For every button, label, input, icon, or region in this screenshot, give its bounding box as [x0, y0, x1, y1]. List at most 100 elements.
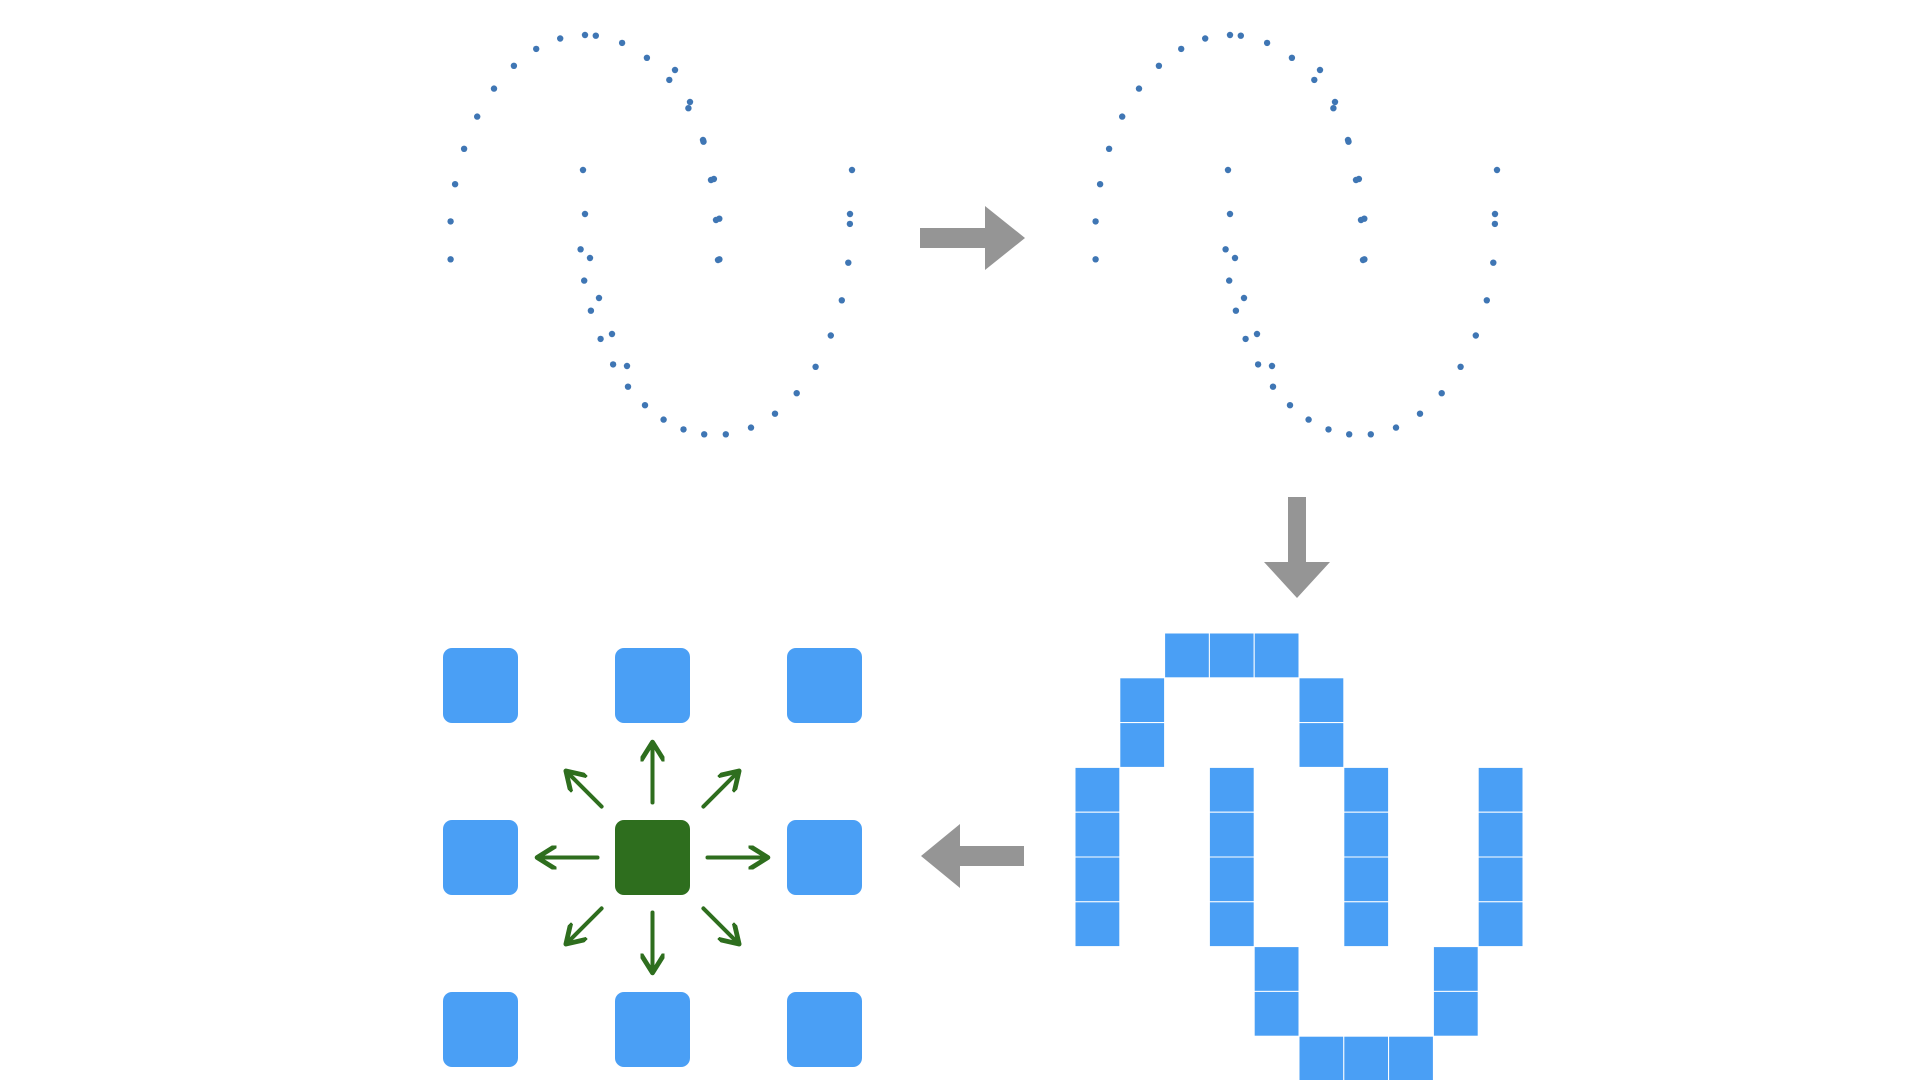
neighbor-cell [443, 648, 518, 723]
raster-pixel [1388, 1035, 1434, 1080]
raster-pixel [1343, 811, 1390, 858]
sample-dot [1491, 220, 1499, 228]
neighbor-cell [615, 648, 690, 723]
neighbor-cell [443, 992, 518, 1067]
sample-dot [1268, 362, 1276, 370]
sample-dot [846, 220, 854, 228]
sample-dot [1483, 297, 1491, 304]
sample-dot [641, 402, 649, 409]
sample-dot [1331, 98, 1339, 106]
neighborhood-panel [443, 648, 862, 1067]
sample-dot [592, 32, 599, 39]
raster-pixel [1477, 856, 1524, 903]
flow-arrow-down [1264, 497, 1330, 598]
arrow-left-shape [921, 824, 1024, 888]
sample-dot [447, 218, 454, 225]
sample-dot [827, 332, 834, 339]
sample-dot [451, 181, 459, 188]
arrow-down-shape [1264, 497, 1330, 598]
raster-pixel [1074, 856, 1121, 903]
sample-dot [722, 431, 729, 438]
raster-pixel [1298, 722, 1345, 768]
sample-dot [643, 54, 651, 61]
sample-dot [460, 145, 468, 152]
sample-dot [1472, 332, 1480, 339]
sample-dot [1269, 383, 1277, 390]
sample-dot [1105, 145, 1113, 152]
sample-dot [1490, 259, 1497, 266]
direction-arrow-ne [701, 773, 737, 809]
sample-dot [1392, 424, 1400, 431]
arrow-right-shape [920, 206, 1025, 270]
raster-pixel [1074, 811, 1121, 858]
sample-dot [1367, 431, 1375, 438]
sample-dot [474, 113, 481, 120]
direction-arrow-se [701, 906, 737, 942]
sample-dot [1288, 54, 1296, 61]
raster-pixel [1119, 677, 1166, 724]
sample-dot [1263, 39, 1271, 47]
sample-dot [1178, 45, 1185, 53]
sample-dot [838, 297, 845, 304]
sample-dot [812, 363, 819, 370]
sample-dot [1357, 216, 1365, 224]
raster-pixel [1253, 946, 1300, 992]
sample-dot [1438, 390, 1445, 397]
raster-pixel [1208, 856, 1255, 903]
sample-dot [707, 176, 715, 184]
sample-dot [845, 259, 852, 266]
raster-pixel [1253, 990, 1300, 1037]
sample-dot [848, 166, 856, 174]
sample-dot [1119, 113, 1126, 120]
sample-dot [1416, 410, 1424, 417]
sample-dot [1226, 31, 1234, 39]
sample-dot [581, 31, 589, 39]
center-cell [615, 820, 690, 895]
sample-dot [1286, 402, 1294, 409]
sample-dot [623, 362, 631, 370]
sample-dot [660, 416, 667, 423]
raster-pixel [1343, 1035, 1390, 1080]
sample-dot [581, 210, 589, 218]
sample-dot [1202, 35, 1209, 42]
sample-dot [1352, 176, 1360, 184]
sample-dot [1346, 431, 1353, 438]
sample-dot [1226, 277, 1233, 284]
sample-dot [1222, 246, 1229, 253]
rasterized-curve-panel [1074, 632, 1524, 1080]
sample-dot [793, 390, 800, 397]
raster-pixel [1343, 901, 1390, 948]
sample-dot [1232, 307, 1240, 314]
raster-pixel [1343, 856, 1390, 903]
sample-dot [1325, 426, 1332, 433]
raster-pixel [1208, 632, 1255, 679]
sample-dot [447, 256, 454, 263]
sample-dot [747, 424, 755, 431]
sample-dot [1092, 256, 1099, 263]
raster-pixel [1477, 766, 1524, 813]
raster-pixel [1432, 990, 1479, 1037]
sample-dot [1305, 416, 1312, 423]
sample-dot [686, 98, 694, 106]
sample-dot [1092, 218, 1099, 225]
sample-dot [581, 277, 588, 284]
sample-dot [1096, 181, 1104, 188]
sample-dot [577, 246, 584, 253]
sample-dot [1493, 166, 1501, 174]
raster-pixel [1343, 766, 1390, 813]
sample-dot [597, 335, 604, 343]
neighbor-cell [787, 992, 862, 1067]
sample-dot [671, 66, 679, 74]
sample-dot [1491, 210, 1499, 218]
raster-pixel [1298, 1035, 1345, 1080]
sample-dot [685, 105, 692, 112]
raster-pixel [1477, 901, 1524, 948]
neighbor-cell [787, 648, 862, 723]
raster-pixel [1298, 677, 1345, 724]
flow-arrow-right [920, 206, 1025, 270]
sample-dot [557, 35, 564, 42]
raster-pixel [1477, 811, 1524, 858]
sample-dot [1359, 256, 1367, 264]
sample-dot [1226, 210, 1234, 218]
